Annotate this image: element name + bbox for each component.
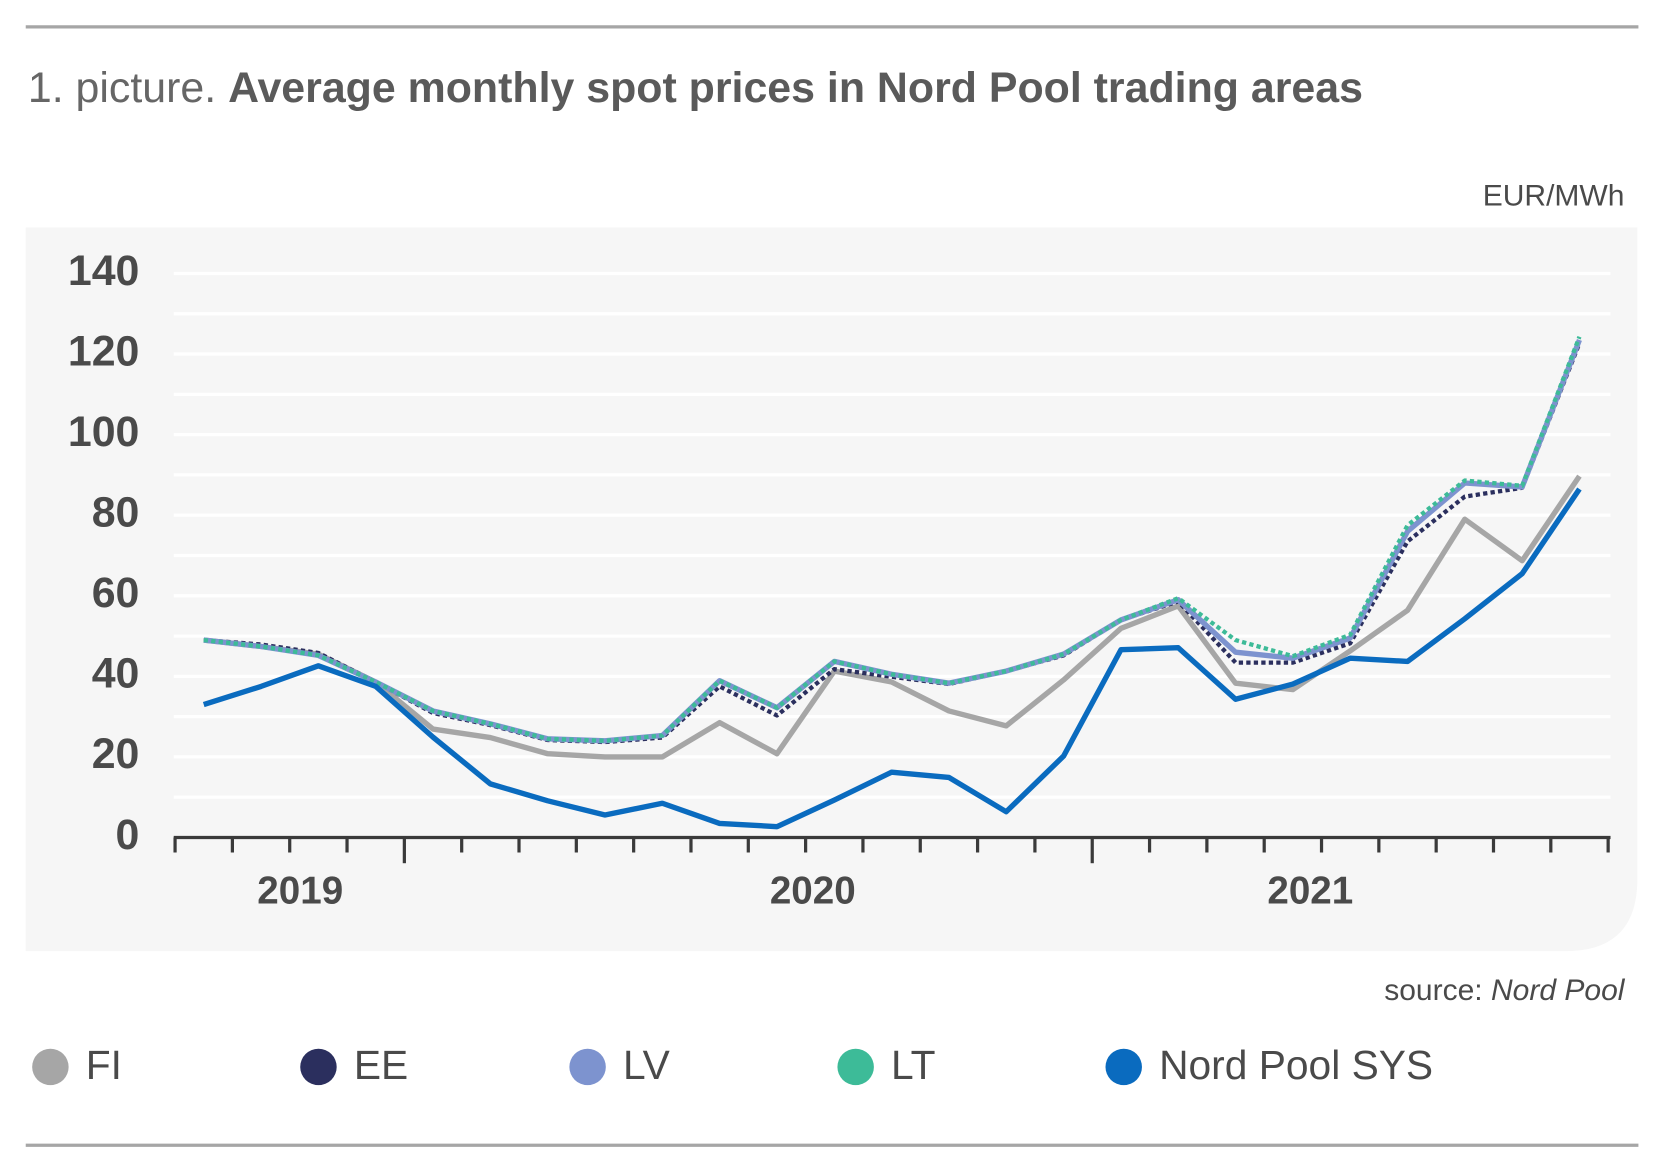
legend-swatch <box>300 1048 337 1086</box>
year-label: 2021 <box>1267 869 1353 912</box>
y-tick-label: 40 <box>92 650 140 698</box>
legend-swatch <box>32 1048 69 1086</box>
legend-label: EE <box>354 1042 408 1088</box>
y-tick-label: 80 <box>92 489 140 537</box>
legend-swatch <box>837 1048 874 1086</box>
chart-title: 1. picture. Average monthly spot prices … <box>28 65 1363 113</box>
title-prefix: 1. picture. <box>28 65 216 113</box>
legend-label: LT <box>891 1042 936 1088</box>
legend-swatch <box>1105 1048 1142 1086</box>
title-main: Average monthly spot prices in Nord Pool… <box>228 65 1363 113</box>
y-tick-label: 0 <box>116 811 140 859</box>
y-tick-label: 20 <box>92 730 140 778</box>
plot-panel <box>25 227 1638 952</box>
y-tick-label: 120 <box>68 327 140 375</box>
year-label: 2020 <box>770 869 856 912</box>
legend-label: FI <box>86 1042 122 1088</box>
y-tick-label: 60 <box>92 569 140 617</box>
legend-swatch <box>569 1048 606 1086</box>
y-tick-label: 100 <box>68 408 140 456</box>
unit-label: EUR/MWh <box>1483 179 1625 212</box>
series-line <box>202 487 1582 830</box>
series-line <box>203 335 1582 743</box>
source-label: source: <box>1384 974 1482 1007</box>
source-note: source: Nord Pool <box>1384 974 1626 1007</box>
legend-label: Nord Pool SYS <box>1159 1042 1433 1088</box>
series-line <box>203 342 1582 745</box>
series-line <box>203 474 1582 760</box>
legend-label: LV <box>623 1042 670 1088</box>
source-name: Nord Pool <box>1491 974 1626 1007</box>
year-label: 2019 <box>257 869 343 912</box>
y-tick-label: 140 <box>68 247 140 295</box>
